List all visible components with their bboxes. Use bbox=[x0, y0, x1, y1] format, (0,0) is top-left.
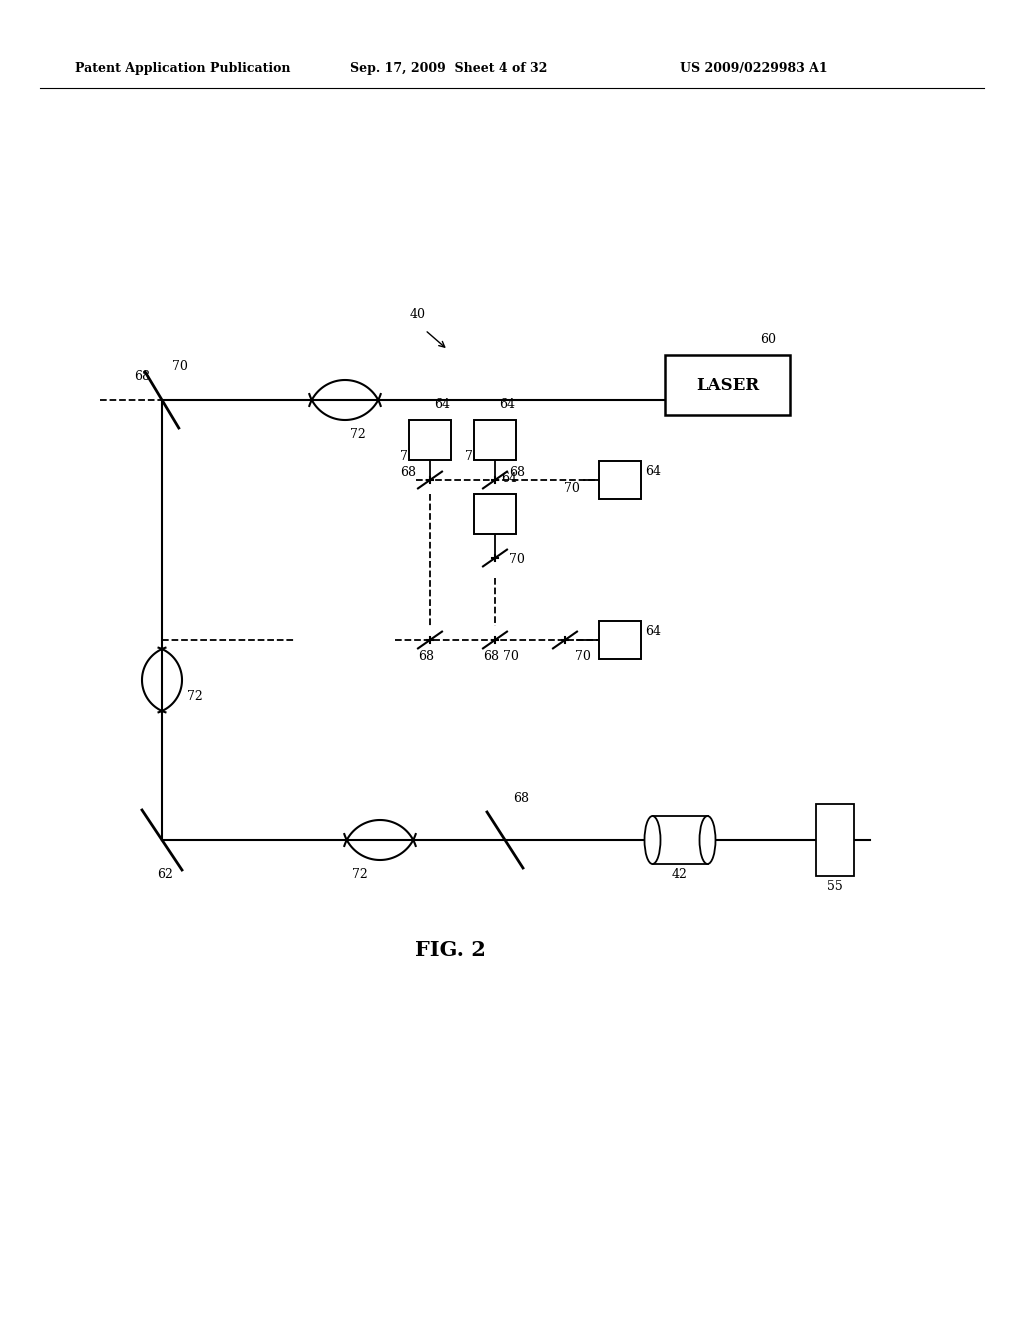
Text: 68: 68 bbox=[418, 649, 434, 663]
Text: 70: 70 bbox=[465, 450, 481, 463]
Text: 42: 42 bbox=[672, 869, 688, 880]
Text: 68: 68 bbox=[400, 466, 416, 479]
Ellipse shape bbox=[644, 816, 660, 865]
Text: 70: 70 bbox=[564, 482, 580, 495]
Text: 64: 64 bbox=[645, 465, 662, 478]
Text: 64: 64 bbox=[645, 624, 662, 638]
Bar bbox=[599, 620, 641, 659]
Text: 72: 72 bbox=[187, 690, 203, 704]
Text: Patent Application Publication: Patent Application Publication bbox=[75, 62, 291, 75]
Text: 70: 70 bbox=[503, 649, 519, 663]
Text: 70: 70 bbox=[400, 450, 416, 463]
Text: 60: 60 bbox=[760, 333, 776, 346]
Text: 70: 70 bbox=[172, 360, 187, 374]
Text: 70: 70 bbox=[575, 649, 591, 663]
Bar bbox=[474, 420, 516, 459]
Text: FIG. 2: FIG. 2 bbox=[415, 940, 485, 960]
Text: 72: 72 bbox=[350, 428, 366, 441]
Text: 72: 72 bbox=[352, 869, 368, 880]
Bar bbox=[599, 461, 641, 499]
Text: 40: 40 bbox=[410, 308, 426, 321]
Bar bbox=[665, 355, 790, 414]
Text: Sep. 17, 2009  Sheet 4 of 32: Sep. 17, 2009 Sheet 4 of 32 bbox=[350, 62, 548, 75]
Ellipse shape bbox=[699, 816, 716, 865]
Text: 68: 68 bbox=[483, 649, 499, 663]
Text: 68: 68 bbox=[513, 792, 529, 805]
Text: 62: 62 bbox=[157, 869, 173, 880]
Text: 55: 55 bbox=[827, 880, 843, 894]
Text: 64: 64 bbox=[501, 473, 517, 484]
Bar bbox=[409, 420, 451, 459]
Text: US 2009/0229983 A1: US 2009/0229983 A1 bbox=[680, 62, 827, 75]
Text: 70: 70 bbox=[509, 553, 525, 566]
Bar bbox=[652, 816, 708, 865]
Bar bbox=[816, 804, 854, 876]
Text: 64: 64 bbox=[434, 399, 450, 411]
Text: 68: 68 bbox=[509, 466, 525, 479]
Bar bbox=[474, 494, 516, 535]
Text: LASER: LASER bbox=[696, 376, 759, 393]
Text: 64: 64 bbox=[499, 399, 515, 411]
Text: 68: 68 bbox=[134, 370, 150, 383]
